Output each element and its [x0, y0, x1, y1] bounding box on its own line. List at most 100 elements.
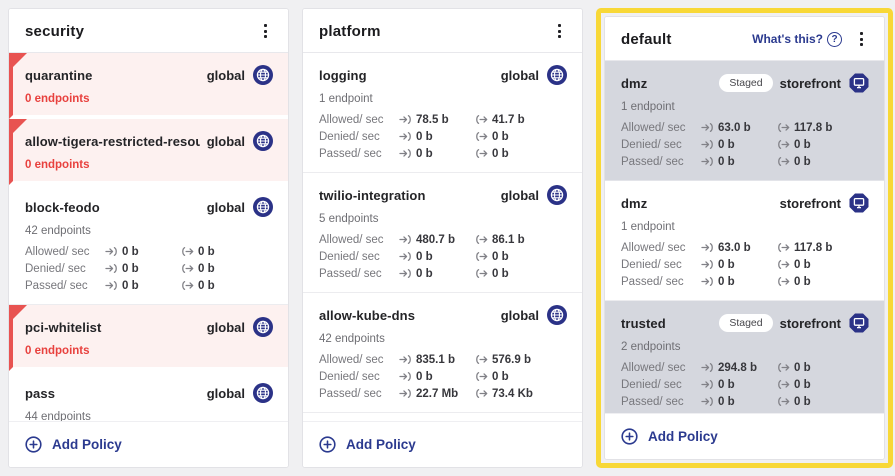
- metric-label: Allowed/ sec: [319, 113, 384, 126]
- egress-value: 0 b: [198, 245, 215, 258]
- whats-this-link[interactable]: What's this? ?: [752, 31, 842, 47]
- policy-column-wrap: default What's this? ? dmz Staged storef…: [596, 8, 893, 468]
- metrics: Allowed/ sec 0 b 0 b Denied/ sec 0 b: [25, 243, 274, 294]
- ingress-value-group: 0 b: [399, 131, 475, 143]
- ingress-value-group: 63.0 b: [701, 122, 777, 134]
- card-list: quarantine global 0 endpoints allow-tige…: [9, 53, 288, 421]
- ingress-arrow-icon: [105, 264, 117, 273]
- metrics: Allowed/ sec 78.5 b 41.7 b Denied/ sec 0…: [319, 111, 568, 162]
- egress-value-group: 0 b: [777, 156, 870, 168]
- metrics: Allowed/ sec 63.0 b 117.8 b Denied/ sec …: [621, 119, 870, 170]
- egress-arrow-icon: [476, 235, 488, 244]
- scope-label: global: [500, 67, 539, 83]
- metric-label: Passed/ sec: [319, 267, 382, 280]
- egress-value: 0 b: [794, 395, 811, 408]
- card-title-row: block-feodo global: [25, 196, 274, 218]
- metric-row: Denied/ sec 0 b 0 b: [25, 260, 274, 277]
- endpoints-count: 1 endpoint: [319, 93, 373, 105]
- egress-value: 0 b: [492, 130, 509, 143]
- egress-value-group: 0 b: [475, 148, 568, 160]
- ingress-value: 0 b: [718, 275, 735, 288]
- policy-card[interactable]: logging global 1 endpoint Allowed/ sec 7…: [303, 53, 582, 173]
- add-policy-button[interactable]: Add Policy: [605, 413, 884, 459]
- card-title-row: pci-whitelist global: [25, 316, 274, 338]
- ingress-value: 0 b: [122, 262, 139, 275]
- scope-label: global: [500, 187, 539, 203]
- ingress-value: 0 b: [416, 250, 433, 263]
- scope-label: global: [206, 199, 245, 215]
- globe-icon: [547, 305, 567, 325]
- ingress-arrow-icon: [399, 269, 411, 278]
- egress-value: 117.8 b: [794, 121, 833, 134]
- add-icon: [319, 436, 336, 453]
- policy-name: logging: [319, 67, 367, 83]
- metric-row: Allowed/ sec 63.0 b 117.8 b: [621, 119, 870, 136]
- metric-row: Allowed/ sec 78.5 b 41.7 b: [319, 111, 568, 128]
- policy-name: quarantine: [25, 67, 93, 83]
- ingress-arrow-icon: [105, 247, 117, 256]
- egress-value: 0 b: [492, 147, 509, 160]
- ingress-arrow-icon: [399, 149, 411, 158]
- metric-label: Allowed/ sec: [25, 245, 90, 258]
- policy-card[interactable]: quarantine global 0 endpoints: [9, 53, 288, 119]
- scope-label: global: [206, 133, 245, 149]
- add-policy-button[interactable]: Add Policy: [303, 421, 582, 467]
- help-icon[interactable]: ?: [827, 31, 842, 47]
- policy-card[interactable]: allow-kube-dns global 42 endpoints Allow…: [303, 293, 582, 413]
- endpoints-count: 0 endpoints: [25, 93, 90, 105]
- egress-arrow-icon: [476, 389, 488, 398]
- egress-value-group: 117.8 b: [777, 242, 870, 254]
- ingress-value: 63.0 b: [718, 241, 751, 254]
- ingress-arrow-icon: [399, 355, 411, 364]
- metric-label: Passed/ sec: [621, 275, 684, 288]
- policy-column-wrap: platform ? logging global 1 endpoint: [302, 8, 583, 468]
- policy-name: trusted: [621, 315, 666, 331]
- ingress-arrow-icon: [701, 243, 713, 252]
- ingress-arrow-icon: [399, 115, 411, 124]
- ingress-value-group: 0 b: [105, 246, 181, 258]
- policy-card[interactable]: trusted Staged storefront 2 endpoints Al…: [605, 301, 884, 413]
- endpoints-count: 1 endpoint: [621, 221, 675, 233]
- card-title-row: logging global: [319, 64, 568, 86]
- policy-card[interactable]: pass global 44 endpoints Allowed/ sec 0 …: [9, 371, 288, 421]
- metrics: Allowed/ sec 835.1 b 576.9 b Denied/ sec…: [319, 351, 568, 402]
- kebab-menu-icon[interactable]: [550, 22, 568, 40]
- endpoints-count: 44 endpoints: [25, 411, 91, 421]
- policy-card[interactable]: dmz Staged storefront 1 endpoint Allowed…: [605, 61, 884, 181]
- ingress-arrow-icon: [701, 397, 713, 406]
- add-policy-button[interactable]: Add Policy: [9, 421, 288, 467]
- monitor-icon: [849, 193, 869, 213]
- ingress-value-group: 480.7 b: [399, 234, 475, 246]
- ingress-value-group: 0 b: [701, 139, 777, 151]
- ingress-arrow-icon: [701, 260, 713, 269]
- column-header: default What's this? ?: [605, 17, 884, 61]
- ingress-arrow-icon: [399, 389, 411, 398]
- policy-card[interactable]: twilio-integration global 5 endpoints Al…: [303, 173, 582, 293]
- policy-card[interactable]: dmz storefront 1 endpoint Allowed/ sec 6…: [605, 181, 884, 301]
- monitor-icon: [849, 313, 869, 333]
- policy-card[interactable]: block-feodo global 42 endpoints Allowed/…: [9, 185, 288, 305]
- egress-value: 0 b: [794, 155, 811, 168]
- kebab-menu-icon[interactable]: [852, 30, 870, 48]
- egress-value: 576.9 b: [492, 353, 531, 366]
- globe-icon: [253, 197, 273, 217]
- metric-row: Denied/ sec 0 b 0 b: [319, 248, 568, 265]
- metric-row: Denied/ sec 0 b 0 b: [621, 136, 870, 153]
- globe-icon: [547, 65, 567, 85]
- ingress-value-group: 0 b: [701, 396, 777, 408]
- metric-row: Allowed/ sec 294.8 b 0 b: [621, 359, 870, 376]
- policy-card[interactable]: allow-tigera-restricted-resources global…: [9, 119, 288, 185]
- kebab-menu-icon[interactable]: [256, 22, 274, 40]
- endpoints-count: 2 endpoints: [621, 341, 681, 353]
- metric-row: Passed/ sec 0 b 0 b: [621, 153, 870, 170]
- ingress-value: 480.7 b: [416, 233, 455, 246]
- ingress-value-group: 0 b: [701, 276, 777, 288]
- scope-label: global: [206, 67, 245, 83]
- ingress-value: 0 b: [718, 258, 735, 271]
- egress-value-group: 0 b: [181, 246, 274, 258]
- policy-card[interactable]: pci-whitelist global 0 endpoints: [9, 305, 288, 371]
- egress-arrow-icon: [476, 372, 488, 381]
- metric-label: Passed/ sec: [621, 395, 684, 408]
- metric-row: Allowed/ sec 63.0 b 117.8 b: [621, 239, 870, 256]
- policy-column: platform ? logging global 1 endpoint: [302, 8, 583, 468]
